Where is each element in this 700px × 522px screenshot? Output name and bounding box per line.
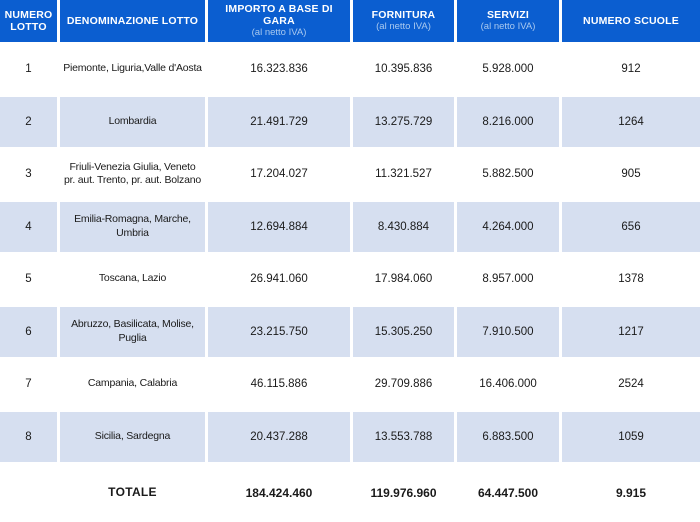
cell-denominazione: Lombardia [60, 96, 208, 149]
cell-servizi: 6.883.500 [457, 411, 562, 464]
cell-scuole: 656 [562, 201, 700, 254]
cell-denominazione: Piemonte, Liguria,Valle d'Aosta [60, 44, 208, 97]
cell-servizi: 7.910.500 [457, 306, 562, 359]
cell-denominazione: Campania, Calabria [60, 359, 208, 412]
cell-numero-lotto: 1 [0, 44, 60, 97]
cell-importo: 26.941.060 [208, 254, 353, 307]
cell-scuole: 1059 [562, 411, 700, 464]
cell-numero-lotto: 4 [0, 201, 60, 254]
cell-numero-lotto: 2 [0, 96, 60, 149]
cell-numero-lotto: 8 [0, 411, 60, 464]
header-servizi: SERVIZI (al netto IVA) [457, 0, 562, 44]
table-total-row: TOTALE 184.424.460 119.976.960 64.447.50… [0, 464, 700, 522]
cell-importo: 17.204.027 [208, 149, 353, 202]
table-row: 1 Piemonte, Liguria,Valle d'Aosta 16.323… [0, 44, 700, 97]
cell-fornitura: 15.305.250 [353, 306, 457, 359]
cell-numero-lotto: 3 [0, 149, 60, 202]
cell-fornitura: 11.321.527 [353, 149, 457, 202]
header-label: NUMERO SCUOLE [583, 14, 679, 27]
cell-servizi: 4.264.000 [457, 201, 562, 254]
table-row: 2 Lombardia 21.491.729 13.275.729 8.216.… [0, 96, 700, 149]
cell-fornitura: 13.553.788 [353, 411, 457, 464]
cell-scuole: 1378 [562, 254, 700, 307]
total-importo: 184.424.460 [208, 464, 353, 522]
header-numero-scuole: NUMERO SCUOLE [562, 0, 700, 44]
cell-scuole: 905 [562, 149, 700, 202]
header-subtitle: (al netto IVA) [480, 21, 536, 33]
header-label: SERVIZI [486, 9, 530, 21]
header-label: DENOMINAZIONE LOTTO [66, 14, 199, 27]
cell-servizi: 8.957.000 [457, 254, 562, 307]
header-label: IMPORTO A BASE DI GARA [225, 2, 333, 28]
cell-numero-lotto: 7 [0, 359, 60, 412]
total-fornitura: 119.976.960 [353, 464, 457, 522]
cell-importo: 12.694.884 [208, 201, 353, 254]
header-numero-lotto: NUMERO LOTTO [0, 0, 60, 44]
cell-importo: 23.215.750 [208, 306, 353, 359]
cell-denominazione: Friuli-Venezia Giulia, Veneto pr. aut. T… [60, 149, 208, 202]
cell-servizi: 16.406.000 [457, 359, 562, 412]
cell-denominazione: Abruzzo, Basilicata, Molise, Puglia [60, 306, 208, 359]
header-denominazione-lotto: DENOMINAZIONE LOTTO [60, 0, 208, 44]
cell-denominazione: Emilia-Romagna, Marche, Umbria [60, 201, 208, 254]
cell-numero-lotto: 6 [0, 306, 60, 359]
header-subtitle: (al netto IVA) [251, 27, 307, 39]
cell-scuole: 2524 [562, 359, 700, 412]
cell-importo: 46.115.886 [208, 359, 353, 412]
cell-denominazione: Toscana, Lazio [60, 254, 208, 307]
total-scuole: 9.915 [562, 464, 700, 522]
header-label: FORNITURA [371, 9, 436, 21]
table-row: 3 Friuli-Venezia Giulia, Veneto pr. aut.… [0, 149, 700, 202]
total-label: TOTALE [60, 464, 208, 522]
table-header-row: NUMERO LOTTO DENOMINAZIONE LOTTO IMPORTO… [0, 0, 700, 44]
table-row: 7 Campania, Calabria 46.115.886 29.709.8… [0, 359, 700, 412]
cell-servizi: 5.882.500 [457, 149, 562, 202]
table-row: 8 Sicilia, Sardegna 20.437.288 13.553.78… [0, 411, 700, 464]
table-row: 4 Emilia-Romagna, Marche, Umbria 12.694.… [0, 201, 700, 254]
cell-importo: 21.491.729 [208, 96, 353, 149]
cell-fornitura: 8.430.884 [353, 201, 457, 254]
cell-importo: 20.437.288 [208, 411, 353, 464]
cell-fornitura: 13.275.729 [353, 96, 457, 149]
cell-numero-lotto: 5 [0, 254, 60, 307]
cell-empty [0, 464, 60, 522]
cell-denominazione: Sicilia, Sardegna [60, 411, 208, 464]
header-fornitura: FORNITURA (al netto IVA) [353, 0, 457, 44]
cell-fornitura: 29.709.886 [353, 359, 457, 412]
table-row: 6 Abruzzo, Basilicata, Molise, Puglia 23… [0, 306, 700, 359]
total-servizi: 64.447.500 [457, 464, 562, 522]
cell-servizi: 8.216.000 [457, 96, 562, 149]
header-subtitle: (al netto IVA) [376, 21, 431, 33]
cell-importo: 16.323.836 [208, 44, 353, 97]
header-importo-base-gara: IMPORTO A BASE DI GARA (al netto IVA) [208, 0, 353, 44]
cell-fornitura: 17.984.060 [353, 254, 457, 307]
cell-scuole: 1264 [562, 96, 700, 149]
cell-servizi: 5.928.000 [457, 44, 562, 97]
header-label: NUMERO LOTTO [4, 8, 53, 33]
cell-fornitura: 10.395.836 [353, 44, 457, 97]
cell-scuole: 912 [562, 44, 700, 97]
cell-scuole: 1217 [562, 306, 700, 359]
table-row: 5 Toscana, Lazio 26.941.060 17.984.060 8… [0, 254, 700, 307]
